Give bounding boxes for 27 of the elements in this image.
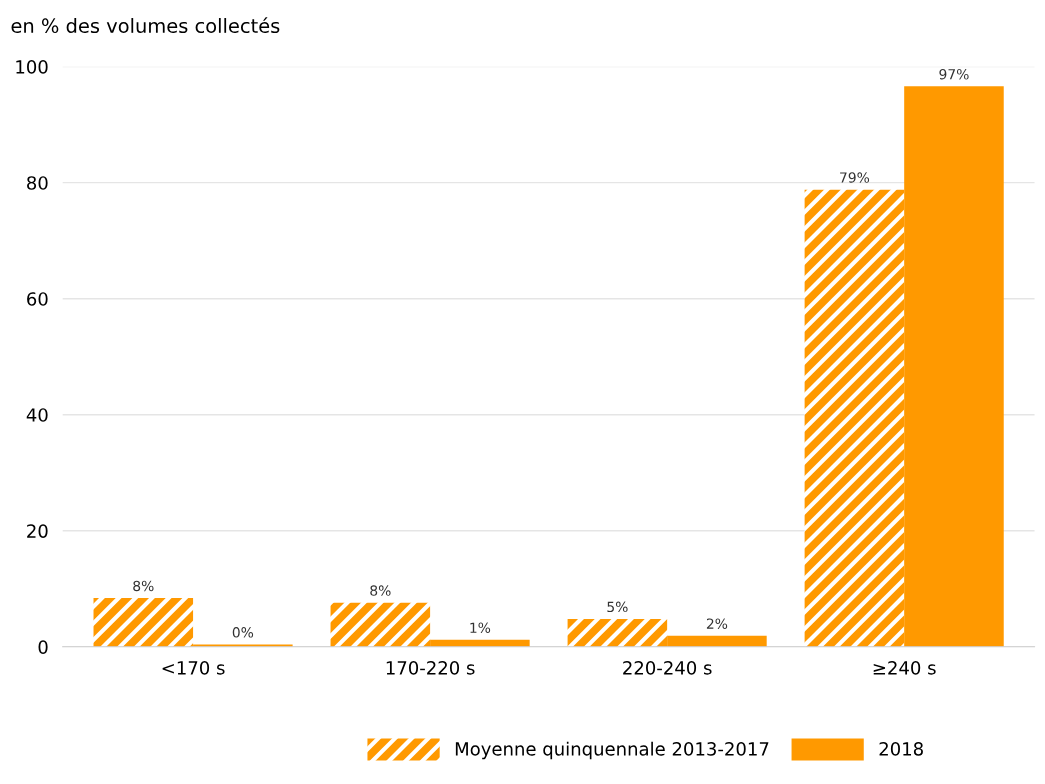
bar bbox=[330, 602, 431, 647]
y-tick-label: 80 bbox=[27, 176, 48, 190]
y-tick-label: 60 bbox=[27, 292, 48, 306]
bar bbox=[93, 598, 194, 647]
x-tick-label: 170-220 s bbox=[386, 661, 475, 675]
y-axis-title: en % des volumes collectés bbox=[11, 17, 280, 34]
data-label: 8% bbox=[370, 585, 391, 596]
legend-label: Moyenne quinquennale 2013-2017 bbox=[455, 741, 769, 760]
bar bbox=[567, 618, 668, 647]
data-label: 79% bbox=[840, 172, 870, 183]
bar bbox=[667, 635, 767, 647]
data-label: 2% bbox=[706, 618, 728, 629]
y-tick-label: 20 bbox=[27, 524, 48, 538]
y-tick-label: 40 bbox=[26, 408, 48, 422]
bar bbox=[904, 86, 1004, 647]
data-label: 1% bbox=[470, 622, 491, 633]
x-tick-label: <170 s bbox=[162, 661, 225, 675]
legend-label: 2018 bbox=[879, 742, 923, 756]
data-label: 97% bbox=[939, 69, 969, 80]
y-tick-label: 100 bbox=[16, 60, 48, 74]
x-tick-label: 220-240 s bbox=[623, 661, 712, 675]
x-tick-label: ≥240 s bbox=[873, 661, 936, 675]
y-tick-label: 0 bbox=[38, 640, 48, 654]
data-label: 8% bbox=[133, 580, 154, 592]
data-label: 5% bbox=[607, 601, 628, 613]
data-label: 0% bbox=[232, 627, 254, 638]
bar bbox=[804, 189, 905, 647]
